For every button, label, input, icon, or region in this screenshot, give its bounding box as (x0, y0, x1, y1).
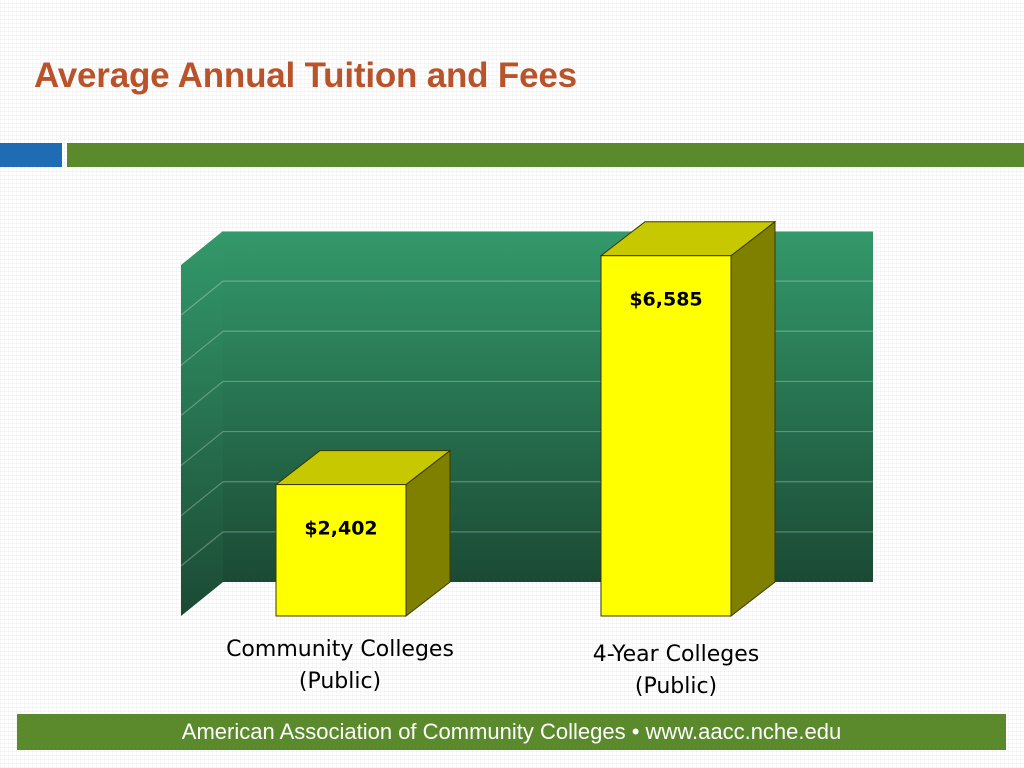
category-label: 4-Year Colleges (593, 642, 759, 667)
chart-side-wall (181, 231, 223, 616)
footer-bar: American Association of Community Colleg… (17, 714, 1006, 750)
bar-data-label: $2,402 (304, 518, 377, 540)
gridline-side (180, 380, 224, 416)
bar (274, 449, 452, 618)
gridline-side (180, 431, 224, 467)
gridline-side (180, 280, 224, 316)
bar-data-label: $6,585 (629, 289, 702, 311)
bar-front (600, 255, 732, 617)
category-label: (Public) (299, 669, 381, 694)
accent-bar-green (67, 143, 1024, 167)
bar-front (275, 484, 407, 617)
gridline-side (180, 531, 224, 567)
bar-side (730, 220, 776, 618)
accent-bar-blue (0, 143, 62, 167)
gridline-side (180, 330, 224, 366)
gridline-side (180, 481, 224, 517)
slide-title: Average Annual Tuition and Fees (34, 56, 577, 95)
category-label: Community Colleges (226, 637, 454, 662)
category-label: (Public) (635, 674, 717, 699)
bar (599, 220, 777, 618)
